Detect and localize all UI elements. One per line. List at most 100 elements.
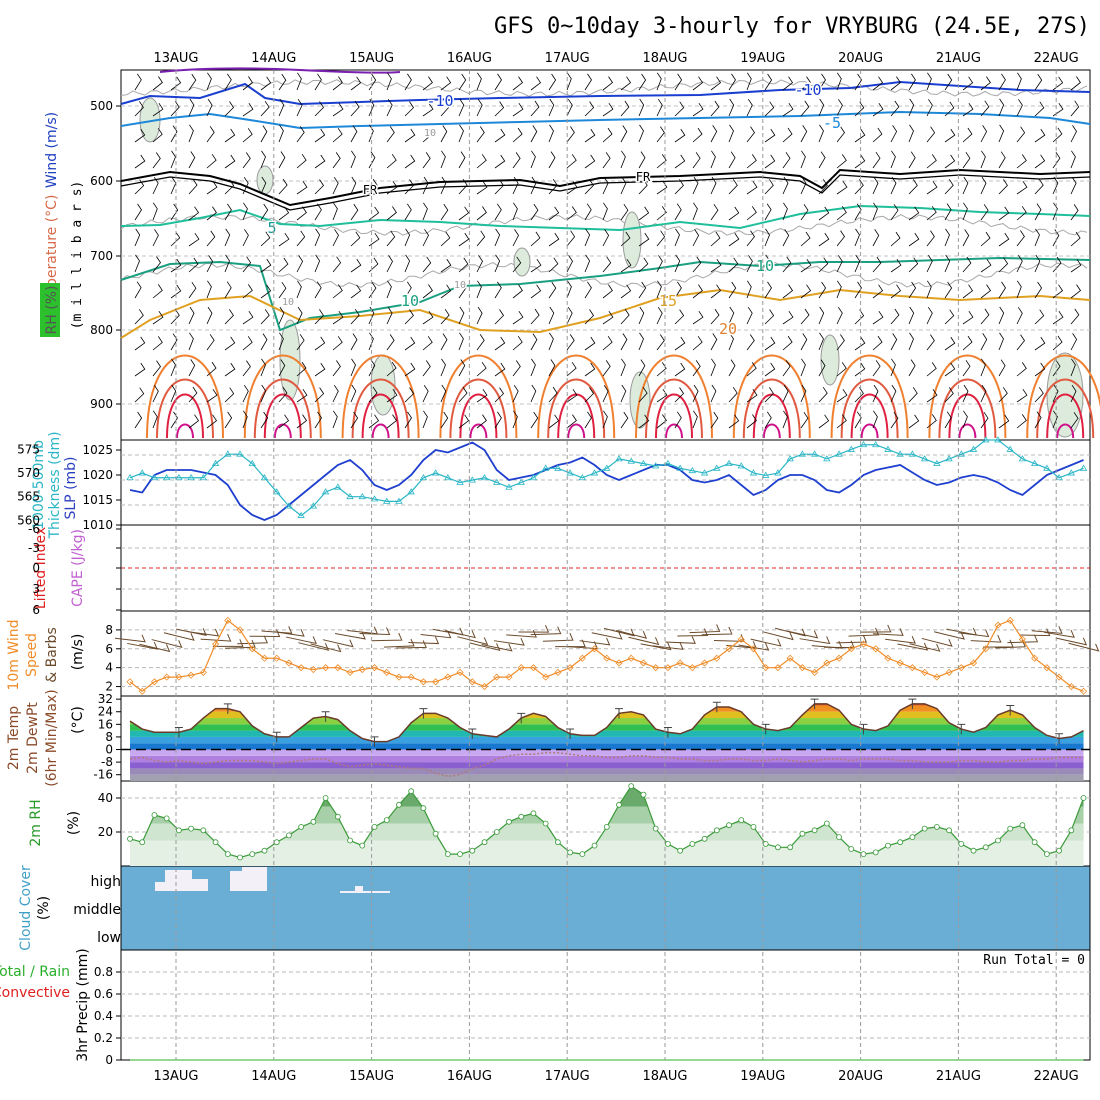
- li-tick-label: 3: [32, 582, 40, 596]
- upper-wind-barb: [386, 72, 392, 91]
- tick-label: 2: [105, 680, 113, 694]
- rh-point: [701, 835, 708, 842]
- upper-wind-barb: [872, 76, 884, 91]
- date-label-top: 13AUG: [153, 51, 198, 66]
- upper-wind-barb: [800, 358, 806, 377]
- upper-wind-barb: [278, 98, 285, 117]
- upper-wind-barb: [584, 411, 592, 429]
- upper-wind-barb: [1034, 281, 1043, 299]
- upper-wind-barb: [332, 360, 341, 377]
- upper-wind-barb: [728, 206, 740, 221]
- upper-wind-barb: [476, 206, 487, 221]
- upper-wind-barb: [746, 126, 755, 143]
- minmax-marker: [223, 703, 232, 714]
- upper-wind-barb: [926, 362, 937, 377]
- upper-wind-barb: [458, 386, 468, 403]
- thickness-point: [297, 511, 305, 518]
- upper-wind-barb: [674, 336, 686, 351]
- upper-wind-barb: [764, 203, 772, 221]
- temp-contour-25: [156, 378, 1095, 439]
- upper-wind-barb: [926, 306, 933, 325]
- li-tick-label: 6: [32, 603, 40, 617]
- upper-wind-barb: [890, 125, 898, 143]
- upper-wind-barb: [206, 72, 212, 91]
- rh-point: [750, 824, 757, 830]
- upper-wind-barb: [296, 255, 304, 273]
- wind10-barb: [163, 632, 195, 641]
- upper-wind-barb: [926, 280, 932, 299]
- upper-wind-barb: [980, 231, 991, 247]
- upper-wind-barb: [314, 154, 326, 169]
- upper-wind-barb: [962, 151, 971, 169]
- upper-wind-barb: [530, 384, 537, 403]
- upper-wind-barb: [800, 204, 809, 221]
- wind10-barb: [603, 627, 635, 637]
- upper-wind-barb: [206, 206, 217, 221]
- upper-wind-barb: [296, 361, 307, 377]
- upper-wind-barb: [512, 229, 519, 247]
- wind-speed-point: [688, 664, 696, 672]
- upper-wind-barb: [260, 231, 271, 247]
- upper-wind-barb: [170, 309, 180, 325]
- upper-wind-barb: [188, 257, 199, 273]
- wind-speed-point: [603, 654, 611, 662]
- upper-wind-barb: [1070, 333, 1078, 351]
- upper-wind-barb: [908, 151, 916, 169]
- upper-wind-barb: [980, 76, 991, 91]
- wind10-barb: [885, 635, 916, 644]
- rh-point: [921, 825, 928, 832]
- upper-wind-barb: [224, 411, 233, 429]
- freezing-level-line: [120, 168, 1091, 207]
- upper-wind-barb: [926, 180, 938, 195]
- upper-wind-barb: [134, 387, 145, 403]
- date-label-bottom: 22AUG: [1034, 1069, 1079, 1084]
- upper-wind-barb: [800, 100, 810, 117]
- minmax-marker: [663, 726, 672, 738]
- upper-wind-barb: [188, 206, 200, 221]
- wind-speed-point: [1031, 654, 1039, 662]
- wind10-content: [114, 616, 1100, 695]
- thickness-point: [480, 474, 489, 481]
- upper-wind-barb: [404, 254, 411, 273]
- upper-wind-barb: [278, 332, 284, 351]
- upper-wind-barb: [908, 359, 916, 377]
- rh-point: [432, 830, 439, 837]
- upper-wind-barb: [314, 254, 321, 273]
- upper-wind-barb: [944, 73, 953, 91]
- upper-wind-barb: [638, 124, 644, 143]
- upper-wind-barb: [476, 255, 483, 273]
- upper-wind-barb: [872, 102, 884, 117]
- upper-wind-barb: [980, 411, 989, 429]
- dewpoint-line: [129, 751, 1084, 778]
- wind10-barb: [1007, 634, 1039, 644]
- wind10-barb: [1056, 637, 1088, 646]
- upper-wind-barb: [962, 76, 974, 91]
- upper-wind-barb: [836, 230, 845, 247]
- upper-wind-barb: [476, 154, 487, 169]
- wind10-barb: [933, 631, 965, 640]
- upper-wind-barb: [980, 284, 992, 299]
- upper-wind-barb: [440, 231, 451, 247]
- upper-wind-barb: [494, 203, 502, 221]
- wind10-barb: [750, 638, 782, 647]
- rh-legend-swatch: [40, 283, 60, 337]
- upper-wind-barb: [710, 76, 722, 91]
- upper-wind-barb: [602, 76, 614, 91]
- minmax-marker: [517, 712, 526, 724]
- tick-label: 0.8: [94, 965, 113, 979]
- thickness-point: [260, 474, 269, 481]
- thickness-point: [321, 488, 330, 495]
- precip-run-total: Run Total = 0: [983, 953, 1085, 968]
- rh-point: [469, 847, 476, 854]
- rh-point: [1080, 795, 1087, 801]
- upper-wind-barb: [998, 232, 1010, 247]
- upper-wind-barb: [854, 387, 864, 403]
- upper-wind-barb: [1070, 412, 1079, 429]
- upper-wind-barb: [134, 179, 145, 195]
- upper-wind-barb: [476, 306, 483, 325]
- thickness-point: [138, 469, 146, 476]
- upper-wind-barb: [692, 284, 703, 299]
- thickness-point: [493, 478, 501, 485]
- wind10-barb: [310, 643, 342, 653]
- wind10-barb: [738, 642, 770, 651]
